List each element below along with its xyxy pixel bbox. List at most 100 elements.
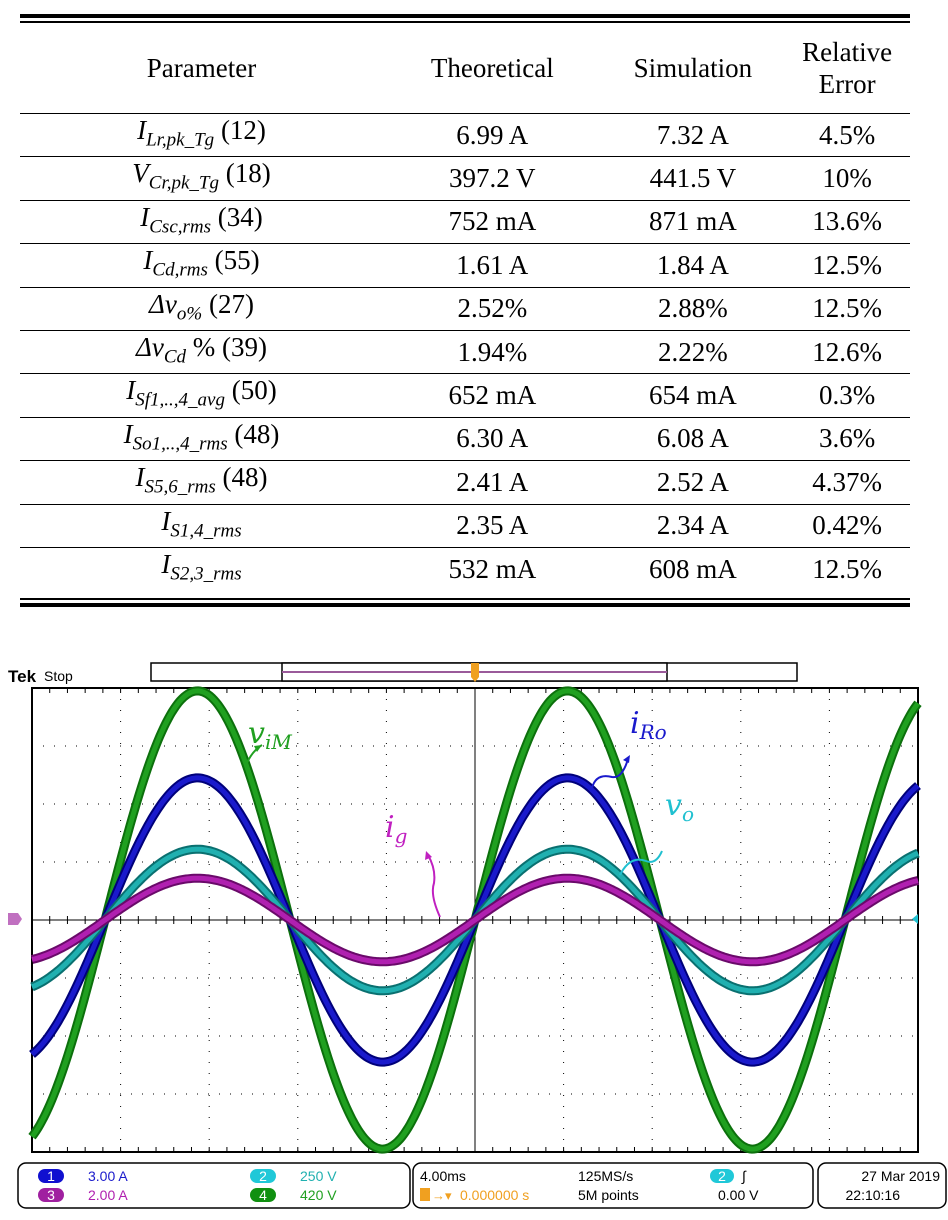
top-rule (20, 14, 910, 23)
theoretical-cell: 397.2 V (383, 156, 602, 201)
record-length: 5M points (578, 1187, 639, 1203)
simulation-cell: 1.84 A (601, 243, 785, 288)
param-cell: VCr,pk_Tg (18) (20, 156, 383, 201)
label-iRo: iRo (630, 706, 667, 744)
error-cell: 12.6% (784, 329, 910, 374)
header-simulation: Simulation (633, 53, 753, 83)
header-relative-error: Relative Error (802, 37, 893, 99)
theoretical-cell: 1.61 A (383, 243, 602, 288)
waveforms (28, 686, 922, 1154)
simulation-cell: 2.52 A (601, 460, 785, 505)
theoretical-cell: 6.30 A (383, 416, 602, 461)
param-cell: ISf1,..,4_avg (50) (20, 373, 383, 418)
theoretical-cell: 532 mA (383, 546, 602, 591)
error-cell: 4.5% (784, 112, 910, 157)
param-cell: ΔvCd % (39) (20, 329, 383, 374)
error-cell: 13.6% (784, 199, 910, 244)
error-cell: 10% (784, 156, 910, 201)
channel-number: 4 (259, 1187, 267, 1203)
simulation-cell: 441.5 V (601, 156, 785, 201)
simulation-cell: 654 mA (601, 373, 785, 418)
table-row: IS5,6_rms (48) 2.41 A 2.52 A 4.37% (20, 460, 910, 505)
error-cell: 3.6% (784, 416, 910, 461)
header-parameter: Parameter (146, 53, 257, 83)
trigger-arrow-icon: →▾ (432, 1188, 452, 1203)
results-table: Parameter Theoretical Simulation Relativ… (20, 14, 910, 608)
param-cell: ICsc,rms (34) (20, 199, 383, 244)
theoretical-cell: 2.52% (383, 286, 602, 331)
simulation-cell: 608 mA (601, 546, 785, 591)
channel-1-badge[interactable] (38, 1169, 64, 1183)
channel-1-scale: 3.00 A (88, 1168, 128, 1184)
error-cell: 12.5% (784, 243, 910, 288)
channel-2-badge[interactable] (250, 1169, 276, 1183)
trigger-t-icon (420, 1188, 430, 1201)
theoretical-cell: 2.41 A (383, 460, 602, 505)
theoretical-cell: 1.94% (383, 329, 602, 374)
acq-state: Stop (44, 668, 73, 684)
trigger-level-marker-icon (912, 914, 918, 924)
simulation-cell: 6.08 A (601, 416, 785, 461)
theoretical-cell: 752 mA (383, 199, 602, 244)
sample-rate: 125MS/s (578, 1168, 633, 1184)
channel-4-badge[interactable] (250, 1188, 276, 1202)
param-cell: ILr,pk_Tg (12) (20, 112, 383, 157)
param-cell: IS5,6_rms (48) (20, 460, 383, 505)
table-row: ΔvCd % (39) 1.94% 2.22% 12.6% (20, 329, 910, 374)
table-row: ICd,rms (55) 1.61 A 1.84 A 12.5% (20, 243, 910, 288)
channel-3-badge[interactable] (38, 1188, 64, 1202)
ch3-ground-marker-icon (8, 913, 22, 925)
date: 27 Mar 2019 (861, 1168, 940, 1184)
label-ig: ig (385, 810, 407, 848)
channel-4-scale: 420 V (300, 1187, 337, 1203)
label-vo: vo (665, 788, 694, 826)
header-theoretical: Theoretical (430, 53, 554, 83)
simulation-cell: 2.88% (601, 286, 785, 331)
datetime-panel (817, 1162, 947, 1209)
trigger-marker-icon (471, 663, 479, 682)
table-row: ILr,pk_Tg (12) 6.99 A 7.32 A 4.5% (20, 112, 910, 157)
theoretical-cell: 652 mA (383, 373, 602, 418)
waveform-ch3 (31, 875, 919, 965)
param-cell: ICd,rms (55) (20, 243, 383, 288)
table-row: IS2,3_rms 532 mA 608 mA 12.5% (20, 546, 910, 591)
param-cell: IS1,4_rms (20, 503, 383, 548)
tek-logo: Tek (8, 667, 37, 686)
trigger-position: 0.000000 s (460, 1187, 529, 1203)
channel-number: 1 (47, 1168, 55, 1184)
param-cell: Δvo% (27) (20, 286, 383, 331)
channel-number: 3 (47, 1187, 55, 1203)
table-row: ISo1,..,4_rms (48) 6.30 A 6.08 A 3.6% (20, 416, 910, 461)
trigger-level: 0.00 V (718, 1187, 759, 1203)
param-cell: ISo1,..,4_rms (48) (20, 416, 383, 461)
error-cell: 0.3% (784, 373, 910, 418)
trigger-slope-icon: ∫ (741, 1168, 747, 1184)
table-row: VCr,pk_Tg (18) 397.2 V 441.5 V 10% (20, 156, 910, 201)
param-cell: IS2,3_rms (20, 546, 383, 591)
time: 22:10:16 (846, 1187, 901, 1203)
theoretical-cell: 2.35 A (383, 503, 602, 548)
theoretical-cell: 6.99 A (383, 112, 602, 157)
table-row: Δvo% (27) 2.52% 2.88% 12.5% (20, 286, 910, 331)
oscilloscope-capture: Tek Stop viM iRo vo ig 1 3.00 A 2 250 V 3 2.0… (0, 655, 948, 1220)
simulation-cell: 2.34 A (601, 503, 785, 548)
table-row: ISf1,..,4_avg (50) 652 mA 654 mA 0.3% (20, 373, 910, 418)
label-viM: viM (248, 716, 292, 754)
timebase: 4.00ms (420, 1168, 466, 1184)
simulation-cell: 871 mA (601, 199, 785, 244)
channel-scale-panel[interactable] (17, 1162, 411, 1209)
bottom-rule (20, 598, 910, 608)
table-row: ICsc,rms (34) 752 mA 871 mA 13.6% (20, 199, 910, 244)
channel-number: 2 (259, 1168, 267, 1184)
error-cell: 12.5% (784, 546, 910, 591)
error-cell: 12.5% (784, 286, 910, 331)
trigger-channel-badge (710, 1169, 734, 1183)
channel-3-scale: 2.00 A (88, 1187, 128, 1203)
trigger-channel: 2 (718, 1168, 726, 1184)
simulation-cell: 2.22% (601, 329, 785, 374)
channel-2-scale: 250 V (300, 1168, 337, 1184)
table-row: IS1,4_rms 2.35 A 2.34 A 0.42% (20, 503, 910, 548)
error-cell: 4.37% (784, 460, 910, 505)
error-cell: 0.42% (784, 503, 910, 548)
simulation-cell: 7.32 A (601, 112, 785, 157)
